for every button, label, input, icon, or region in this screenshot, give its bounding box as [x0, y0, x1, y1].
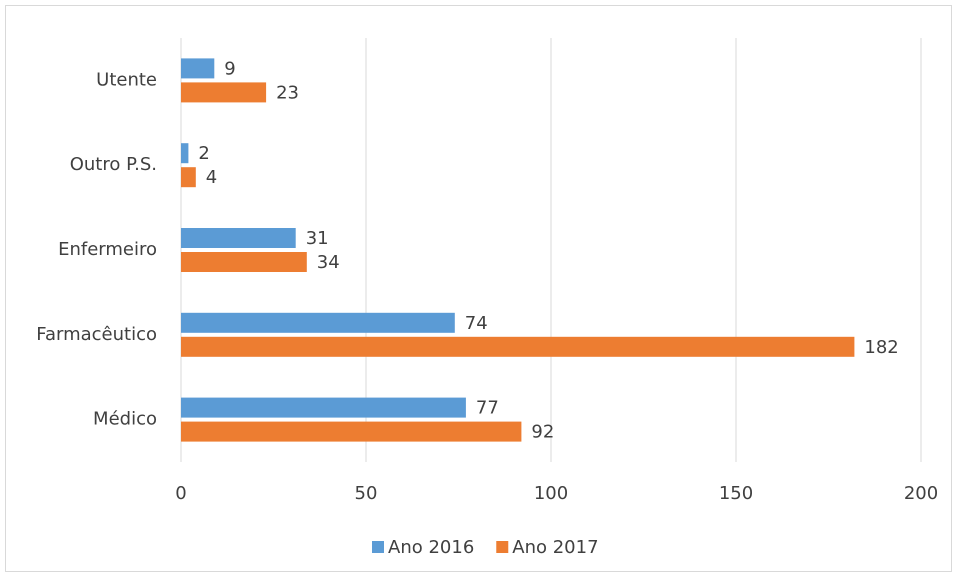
bar	[181, 167, 196, 188]
bar	[181, 82, 267, 103]
data-label: 182	[864, 337, 898, 358]
x-tick-label: 50	[355, 483, 378, 504]
legend-swatch	[496, 541, 509, 553]
y-tick-label: Outro P.S.	[70, 154, 157, 175]
data-label: 34	[317, 252, 340, 273]
legend-label: Ano 2017	[512, 537, 598, 558]
bar	[181, 252, 307, 272]
data-label: 2	[198, 143, 209, 164]
data-label: 9	[224, 58, 235, 79]
data-label: 31	[306, 228, 329, 249]
bar	[181, 397, 466, 418]
y-tick-label: Utente	[96, 69, 157, 90]
bar	[181, 143, 189, 164]
x-tick-label: 150	[719, 483, 753, 504]
bar	[181, 312, 455, 333]
data-label: 77	[476, 398, 499, 419]
legend-label: Ano 2016	[388, 537, 474, 558]
x-tick-label: 100	[534, 483, 568, 504]
bar	[181, 228, 296, 248]
data-label: 23	[276, 82, 299, 103]
chart-border	[5, 5, 952, 572]
bar	[181, 421, 522, 442]
data-label: 4	[206, 167, 217, 188]
bar	[181, 58, 215, 79]
y-tick-label: Médico	[93, 409, 157, 430]
x-tick-label: 200	[904, 483, 938, 504]
y-tick-label: Enfermeiro	[58, 239, 157, 260]
x-tick-label: 0	[175, 483, 186, 504]
y-tick-label: Farmacêutico	[36, 324, 157, 345]
data-label: 74	[465, 313, 488, 334]
legend-swatch	[372, 541, 384, 553]
bar	[181, 336, 855, 357]
data-label: 92	[531, 422, 554, 443]
